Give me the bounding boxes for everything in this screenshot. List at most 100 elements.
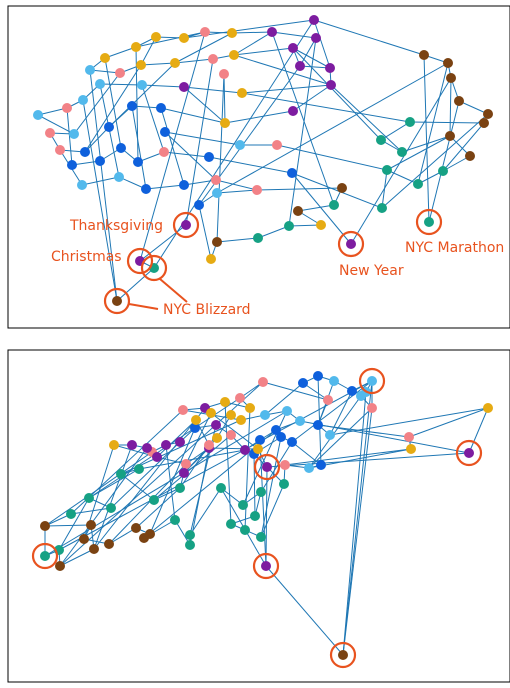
bottom-node [190,423,200,433]
top-edge [141,84,185,88]
bottom-node [109,440,119,450]
top-node [95,156,105,166]
bottom-edge [342,380,373,656]
bottom-node [179,468,189,478]
top-node [237,88,247,98]
top-edge [409,121,485,124]
top-edge [215,179,258,191]
bottom-edge [302,382,329,401]
top-edge [313,19,425,56]
top-edge [442,122,485,172]
top-edge [153,19,315,269]
bottom-node [134,464,144,474]
bottom-node [280,460,290,470]
bottom-node [79,534,89,544]
label-christmas: Christmas [51,249,122,265]
top-node [309,15,319,25]
top-edge [381,113,489,209]
top-edge [164,131,217,181]
bottom-node [142,443,152,453]
bottom-node [170,515,180,525]
top-node [127,101,137,111]
top-edge [140,36,157,66]
top-node [131,42,141,52]
top-node [235,140,245,150]
bottom-node [464,448,474,458]
top-node [55,145,65,155]
bottom-edge [189,447,210,546]
top-edge [233,31,273,56]
bottom-node [40,551,50,561]
bottom-node [256,487,266,497]
top-edge [108,62,176,128]
bottom-node [116,469,126,479]
top-node [204,152,214,162]
top-node [405,117,415,127]
bottom-highlight-ring-4 [31,542,59,570]
top-edge [417,62,449,185]
bottom-edge [342,391,367,656]
bottom-node [271,425,281,435]
top-node [179,82,189,92]
bottom-edge [244,407,251,531]
bottom-node [55,561,65,571]
top-node [227,28,237,38]
bottom-highlight-ring-3 [253,453,281,481]
bottom-edge [120,473,155,501]
top-node [377,203,387,213]
bottom-panel [7,349,510,683]
top-edge [449,77,452,137]
bottom-node [282,406,292,416]
top-node [252,185,262,195]
top-node [329,200,339,210]
top-edge [288,224,322,227]
top-edge [163,151,210,158]
top-node [212,188,222,198]
top-edge [386,169,419,185]
bottom-node [226,519,236,529]
top-edge [292,47,382,141]
top-node [194,200,204,210]
top-edge [330,84,403,153]
bottom-edge [165,444,176,521]
bottom-edge [44,524,92,527]
bottom-node [250,511,260,521]
top-node [112,296,122,306]
bottom-node [240,525,250,535]
bottom-node [104,539,114,549]
top-node [206,254,216,264]
top-edge [231,31,273,34]
bottom-node [356,391,366,401]
bottom-edge [253,453,256,517]
nyc-blizzard-leader-line [128,303,159,310]
top-node [78,95,88,105]
bottom-nodes [40,371,493,660]
top-node [382,165,392,175]
bottom-node [304,463,314,473]
top-node [267,27,277,37]
top-node [179,33,189,43]
top-edge [116,267,155,302]
label-new-year: New Year [339,263,404,279]
nyc-marathon-highlight-ring [415,208,443,236]
top-edge [141,84,165,153]
top-edge [160,107,185,186]
bottom-node [66,509,76,519]
top-edge [458,100,489,115]
top-node [69,129,79,139]
top-node [284,221,294,231]
top-node [337,183,347,193]
top-edge [104,57,122,149]
bottom-node [127,440,137,450]
top-edge [257,225,290,239]
bottom-node [298,378,308,388]
top-node [200,27,210,37]
thanksgiving-highlight-ring [172,211,200,239]
bottom-edge [108,463,187,545]
top-edge [37,114,75,135]
top-node [229,50,239,60]
bottom-edge [260,436,282,538]
label-nyc-marathon: NYC Marathon [405,240,504,256]
label-thanksgiving: Thanksgiving [69,218,163,234]
top-node [288,106,298,116]
